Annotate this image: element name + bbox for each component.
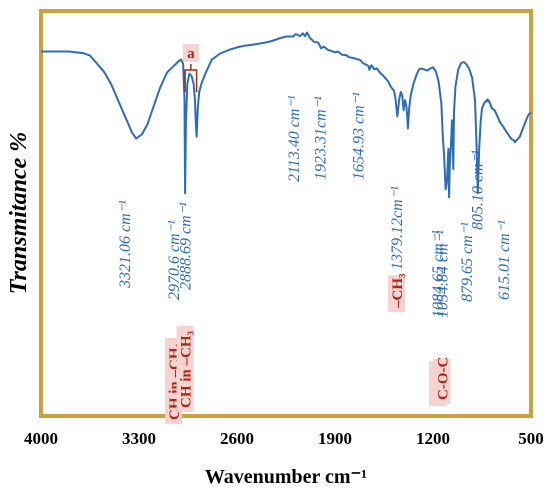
peak-label: 2113.40 cm⁻¹ [286,95,303,182]
group-label-box [433,359,451,404]
peak-label: 879.65 cm⁻¹ [459,222,476,302]
x-tick-label: 4000 [24,429,58,448]
peak-label: 2970.6 cm⁻¹ [166,220,183,300]
peak-label: 615.01 cm⁻¹ [496,220,513,300]
bracket-label: a [187,46,195,62]
x-tick-label: 500 [518,429,544,448]
group-label: –CH₃ [390,273,406,309]
group-label-box [387,275,405,312]
peak-label: 1084.65 cm⁻¹ [430,230,447,318]
x-tick-label: 1900 [318,429,352,448]
x-tick-label: 1200 [416,429,450,448]
peak-label: 1923.31cm⁻¹ [313,96,330,180]
peak-label: 1654.93 cm⁻¹ [350,92,367,180]
peak-label: 3321.06 cm⁻¹ [117,200,134,289]
bracket-label-box [182,44,199,62]
group-label: CH in –CH₃ [179,330,195,408]
x-ticks: 4000 3300 2600 1900 1200 500 [24,429,544,448]
x-axis-title: Wavenumber cm⁻¹ [205,466,367,488]
x-tick-label: 2600 [220,429,254,448]
plot-frame [39,9,533,418]
peak-label: 1379.12cm⁻¹ [389,186,406,270]
group-label: C-O-C [435,357,451,400]
peak-bracket: a [182,44,199,92]
peak-label: 2888.69 cm⁻¹ [178,202,195,290]
bracket-line [184,64,198,92]
peak-label: 1054.84 cm⁻¹ [434,230,451,318]
spectrum-line [41,31,532,199]
y-axis-title: Transmitance % [6,132,32,294]
group-label-box [176,326,194,412]
peak-annotations: 3321.06 cm⁻¹ 2970.6 cm⁻¹CH in –CH₂2888.69… [117,92,513,424]
peak-label: 805.10 cm⁻¹ [469,150,486,230]
x-tick-label: 3300 [122,429,156,448]
